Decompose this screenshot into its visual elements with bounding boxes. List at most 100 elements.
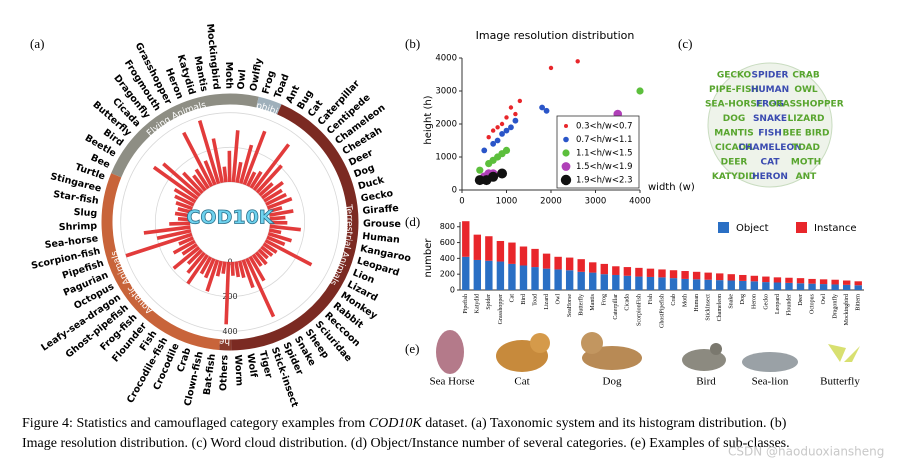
y-tick-label: 600 bbox=[440, 238, 455, 247]
cloud-word: CAT bbox=[760, 158, 780, 168]
scatter-point bbox=[499, 131, 505, 137]
legend-marker bbox=[562, 149, 570, 157]
x-tick-label: Mockingbird bbox=[844, 294, 850, 325]
bar-segment bbox=[508, 263, 516, 290]
bar-segment bbox=[854, 281, 862, 286]
caption-label: Figure 4: bbox=[22, 416, 73, 431]
radial-bar bbox=[174, 194, 195, 207]
cat-head bbox=[530, 333, 550, 353]
bar-segment bbox=[739, 280, 747, 290]
scatter-point bbox=[494, 137, 501, 144]
bar-segment bbox=[692, 271, 701, 280]
y-tick-label: 3000 bbox=[435, 87, 457, 97]
bar-segment bbox=[554, 256, 562, 270]
y-tick-label: 400 bbox=[440, 254, 455, 263]
x-tick-label: 0 bbox=[459, 197, 464, 207]
y-tick-label: 1000 bbox=[435, 153, 457, 163]
caption-line: Figure 4: Statistics and camouflaged cat… bbox=[22, 416, 787, 431]
cloud-word: SEA-HORSE bbox=[705, 100, 763, 110]
cloud-word: BEE BIRD bbox=[783, 129, 830, 139]
bar-segment bbox=[612, 266, 620, 275]
r-tick-label: 200 bbox=[222, 292, 237, 301]
radial-bar bbox=[169, 221, 191, 226]
cloud-word: GRASSHOPPER bbox=[768, 100, 843, 110]
legend-marker bbox=[561, 162, 571, 171]
x-tick-label: GhostPipefish bbox=[658, 294, 665, 328]
y-tick-label: 0 bbox=[452, 186, 457, 196]
radial-bar bbox=[186, 251, 206, 274]
radial-bar bbox=[269, 224, 301, 232]
scatter-point bbox=[499, 121, 505, 127]
scatter-point bbox=[508, 124, 514, 131]
bar-segment bbox=[727, 280, 735, 290]
cloud-word: GECKO bbox=[717, 71, 752, 81]
x-tick-label: Cicada bbox=[625, 294, 631, 311]
x-tick-label: Bird bbox=[521, 294, 527, 305]
radial-bar bbox=[267, 231, 293, 243]
bar-segment bbox=[554, 269, 562, 290]
bar-segment bbox=[704, 279, 712, 290]
group-ring bbox=[231, 104, 359, 351]
bar-segment bbox=[681, 271, 689, 279]
watermark: CSDN @haoduoxiansheng bbox=[728, 445, 884, 459]
radial-bar bbox=[266, 235, 286, 247]
cloud-word: TOAD bbox=[792, 143, 820, 153]
radial-bar bbox=[194, 168, 210, 190]
bar-segment bbox=[485, 260, 493, 290]
scatter-point bbox=[508, 105, 514, 110]
panel-label: (b) bbox=[405, 36, 420, 51]
cloud-disc bbox=[707, 62, 833, 188]
radial-bar bbox=[186, 253, 209, 285]
bar-segment bbox=[589, 262, 597, 273]
x-tick-label: Owl bbox=[555, 294, 561, 305]
radial-bar bbox=[156, 228, 192, 241]
radial-bar bbox=[211, 138, 224, 184]
bar-segment bbox=[496, 261, 505, 290]
y-tick-label: 800 bbox=[440, 222, 455, 231]
panel-label: (c) bbox=[678, 36, 692, 51]
bar-segment bbox=[796, 283, 805, 290]
caption-dataset: COD10K bbox=[369, 416, 423, 431]
scatter-point bbox=[512, 117, 519, 124]
radial-bar bbox=[241, 259, 255, 289]
bar-segment bbox=[623, 267, 632, 276]
x-tick-label: Heron bbox=[752, 294, 758, 309]
x-tick-label: 3000 bbox=[585, 197, 607, 207]
category-label: Giraffe bbox=[362, 203, 399, 217]
bar-segment bbox=[635, 267, 643, 277]
bar-segment bbox=[819, 284, 828, 290]
bar-segment bbox=[658, 277, 666, 290]
bar-segment bbox=[623, 275, 632, 290]
example-label: Bird bbox=[696, 376, 716, 388]
radial-bar bbox=[266, 197, 293, 210]
example-label: Cat bbox=[514, 376, 529, 388]
cloud-word: HUMAN bbox=[751, 85, 789, 95]
bar-segment bbox=[600, 263, 608, 275]
legend-label: 0.3<h/w<0.7 bbox=[576, 122, 632, 132]
x-tick-label: Caterpillar bbox=[613, 294, 619, 320]
radial-bar bbox=[143, 225, 191, 235]
bar-segment bbox=[600, 274, 608, 290]
radial-bar bbox=[268, 206, 283, 214]
radial-bar bbox=[257, 248, 269, 260]
bar-segment bbox=[773, 282, 782, 290]
r-tick-label: 0 bbox=[227, 258, 232, 267]
category-label: Owl bbox=[236, 69, 249, 90]
scatter-point bbox=[502, 146, 511, 154]
radial-bar bbox=[258, 182, 274, 197]
bar-segment bbox=[577, 259, 585, 272]
chart-title: Image resolution distribution bbox=[476, 29, 635, 42]
bar-segment bbox=[577, 271, 585, 290]
bar-segment bbox=[842, 284, 851, 290]
r-grid bbox=[154, 146, 306, 298]
scatter-point bbox=[497, 168, 508, 179]
x-tick-label: Dog bbox=[740, 294, 746, 304]
radial-bar bbox=[246, 171, 257, 187]
y-tick-label: 4000 bbox=[435, 54, 457, 64]
example-label: Sea Horse bbox=[430, 376, 475, 388]
radial-bar bbox=[125, 232, 193, 258]
cloud-word: MANTIS bbox=[714, 129, 753, 139]
r-tick-label: 400 bbox=[222, 327, 237, 336]
bar-segment bbox=[704, 272, 712, 280]
